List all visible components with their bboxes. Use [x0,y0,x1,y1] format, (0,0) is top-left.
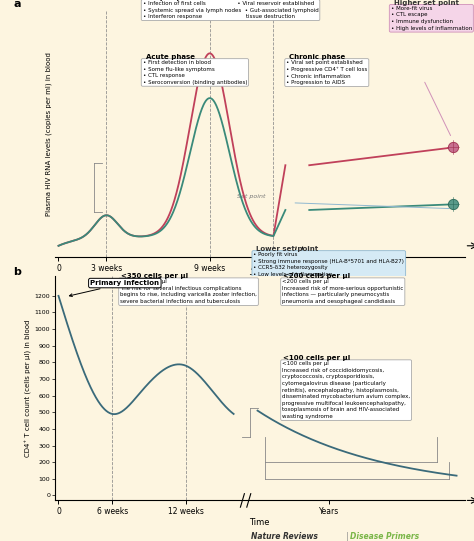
Text: • Viral set point established
• Progressive CD4⁺ T cell loss
• Chronic inflammat: • Viral set point established • Progress… [286,60,367,85]
Text: a: a [13,0,21,9]
Text: Lower set point: Lower set point [256,246,319,252]
Text: Higher set point: Higher set point [393,0,458,6]
Point [449,143,456,151]
Text: • Poorly fit virus
• Strong immune response (HLA-B*5701 and HLA-B27)
• CCR5-δ32 : • Poorly fit virus • Strong immune respo… [254,252,404,277]
Text: |: | [344,532,351,541]
Text: • First detection in blood
• Some flu-like symptoms
• CTL response
• Seroconvers: • First detection in blood • Some flu-li… [143,60,247,85]
Text: Set point: Set point [237,194,265,199]
Text: Nature Reviews: Nature Reviews [251,532,318,541]
Text: <100 cells per µl
Increased risk of coccidioidomycosis,
cryptococcosis, cryptosp: <100 cells per µl Increased risk of cocc… [282,361,410,419]
X-axis label: Time: Time [249,518,270,527]
Point [449,200,456,208]
Text: <200 cells per µl: <200 cells per µl [283,273,350,279]
Text: <100 cells per µl: <100 cells per µl [283,355,351,361]
Text: • More-fit virus
• CTL escape
• Immune dysfunction
• High levels of inflammation: • More-fit virus • CTL escape • Immune d… [391,6,472,31]
Text: Primary infection: Primary infection [69,280,159,296]
Text: <350 cells per µl
The risk for several infectious complications
begins to rise, : <350 cells per µl The risk for several i… [120,279,257,304]
X-axis label: Time: Time [249,274,270,283]
Y-axis label: Plasma HIV RNA levels (copies per ml) in blood: Plasma HIV RNA levels (copies per ml) in… [45,52,52,216]
Text: Eclipse phase: Eclipse phase [146,0,200,1]
Text: b: b [13,267,21,277]
Y-axis label: CD4⁺ T cell count (cells per µl) in blood: CD4⁺ T cell count (cells per µl) in bloo… [25,320,32,457]
Text: Chronic phase: Chronic phase [289,54,345,60]
Text: Acute phase: Acute phase [146,54,194,60]
Text: • Infection of first cells                  • Viral reservoir established
• Syst: • Infection of first cells • Viral reser… [143,1,319,19]
Text: <350 cells per µl: <350 cells per µl [121,273,189,279]
Text: Disease Primers: Disease Primers [350,532,419,541]
Text: <200 cells per µl
Increased risk of more-serious opportunistic
infections — part: <200 cells per µl Increased risk of more… [282,279,403,304]
